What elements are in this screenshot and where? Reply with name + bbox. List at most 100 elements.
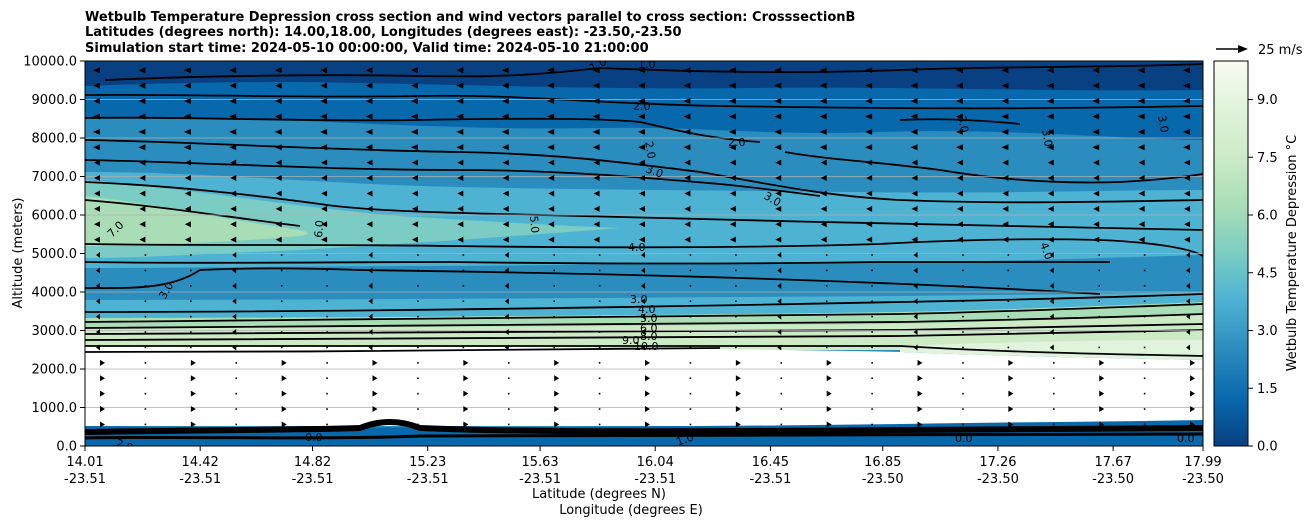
wind-vector bbox=[728, 67, 736, 74]
contour-label: 2.0 bbox=[642, 140, 658, 159]
wind-vector bbox=[100, 359, 105, 366]
wind-vector bbox=[463, 406, 469, 413]
wind-vector bbox=[94, 175, 100, 182]
wind-vector bbox=[1098, 300, 1101, 303]
wind-vector bbox=[548, 175, 555, 182]
wind-vector bbox=[592, 67, 600, 74]
wind-vector bbox=[775, 205, 782, 212]
wind-vector bbox=[780, 423, 783, 426]
wind-vector bbox=[962, 285, 964, 287]
wind-vector bbox=[502, 159, 509, 166]
wind-vector bbox=[281, 390, 287, 397]
wind-vector bbox=[592, 113, 600, 120]
wind-vector bbox=[190, 346, 192, 349]
wind-vector bbox=[457, 205, 464, 212]
wind-vector bbox=[689, 392, 692, 395]
wind-vector bbox=[548, 159, 555, 166]
wind-vector bbox=[321, 190, 328, 197]
wind-vector bbox=[190, 359, 196, 366]
wind-vector bbox=[1184, 221, 1191, 228]
wind-vector bbox=[547, 67, 555, 74]
wind-vector bbox=[94, 221, 100, 228]
wind-vector bbox=[144, 300, 147, 303]
x-tick-lon: -23.50 bbox=[862, 472, 904, 487]
wind-vector bbox=[1008, 359, 1014, 366]
wind-vector bbox=[281, 421, 287, 428]
wind-vector bbox=[100, 390, 105, 397]
x-axis-label-lat: Latitude (degrees N) bbox=[532, 487, 666, 502]
wind-vector bbox=[777, 329, 782, 336]
wind-vector bbox=[372, 375, 378, 382]
wind-vector bbox=[1049, 252, 1054, 259]
wind-vector bbox=[457, 159, 464, 166]
wind-vector bbox=[1183, 82, 1191, 89]
wind-vector bbox=[777, 282, 782, 289]
wind-vector bbox=[871, 331, 873, 333]
wind-vector bbox=[638, 128, 646, 135]
wind-vector bbox=[1093, 159, 1100, 166]
wind-vector bbox=[144, 408, 147, 410]
wind-vector bbox=[144, 423, 147, 426]
wind-vector bbox=[683, 128, 691, 135]
wind-vector bbox=[1093, 190, 1100, 197]
wind-vector bbox=[1007, 254, 1010, 256]
chart-title-line-1: Wetbulb Temperature Depression cross sec… bbox=[85, 10, 855, 25]
wind-vector bbox=[598, 300, 601, 303]
wind-vector bbox=[639, 175, 646, 182]
colorbar-gradient bbox=[1213, 60, 1249, 447]
wind-vector bbox=[1098, 254, 1101, 256]
surface-contour-1 bbox=[85, 419, 1203, 435]
wind-vector bbox=[1052, 408, 1055, 410]
wind-vector bbox=[819, 98, 827, 105]
wind-vector bbox=[871, 362, 873, 364]
wind-vector bbox=[100, 421, 105, 428]
wind-vector bbox=[917, 421, 923, 428]
contour-13 bbox=[85, 293, 1203, 313]
wind-vector bbox=[410, 67, 418, 74]
wind-vector bbox=[956, 205, 963, 212]
wind-vector bbox=[190, 421, 196, 428]
wind-vector bbox=[684, 221, 691, 228]
wind-vector bbox=[280, 315, 283, 318]
wind-vector bbox=[1137, 144, 1145, 151]
wind-vector bbox=[232, 282, 237, 289]
wind-vector bbox=[962, 423, 964, 426]
wind-vector bbox=[871, 346, 873, 349]
wind-vector bbox=[93, 128, 100, 135]
wind-vector bbox=[507, 362, 510, 364]
contour-4 bbox=[85, 139, 1203, 204]
wind-vector bbox=[184, 221, 191, 228]
wind-vector bbox=[962, 269, 964, 272]
wind-vector bbox=[645, 406, 651, 413]
wind-vector bbox=[411, 190, 418, 197]
wind-vector bbox=[410, 128, 418, 135]
wind-vector bbox=[139, 175, 146, 182]
x-tick-lon: -23.51 bbox=[407, 472, 449, 487]
contour-5 bbox=[899, 118, 1021, 125]
wind-vector bbox=[735, 331, 737, 333]
wind-vector bbox=[641, 298, 646, 305]
wind-vector bbox=[1184, 190, 1191, 197]
wind-vector bbox=[774, 113, 782, 120]
wind-vector bbox=[917, 406, 923, 413]
wind-vector bbox=[281, 375, 287, 382]
wind-vector bbox=[235, 408, 238, 410]
contour-label: 2.0 bbox=[633, 100, 651, 113]
wind-vector bbox=[366, 221, 373, 228]
wind-vector bbox=[1143, 285, 1146, 287]
wind-vector bbox=[411, 175, 418, 182]
wind-vector bbox=[780, 408, 783, 410]
wind-vector bbox=[553, 269, 555, 272]
wind-vector bbox=[417, 362, 419, 364]
wind-vector bbox=[326, 254, 328, 256]
wind-vector bbox=[1186, 344, 1191, 351]
wind-vector bbox=[1099, 359, 1105, 366]
wind-vectors bbox=[93, 67, 1196, 428]
wind-vector bbox=[190, 406, 196, 413]
colorbar-label: Wetbulb Temperature Depression °C bbox=[1285, 135, 1300, 372]
wind-vector bbox=[641, 313, 646, 320]
contour-labels: 1.0 1.0 2.0 2.0 2.0 3.0 3.0 3.0 3.0 3.0 … bbox=[105, 61, 1195, 446]
wind-vector bbox=[320, 128, 328, 135]
contour-10 bbox=[85, 238, 1203, 257]
contour-label: 4.0 bbox=[638, 303, 656, 316]
